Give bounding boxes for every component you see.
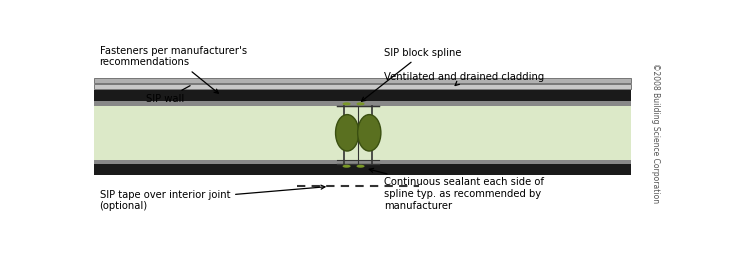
Bar <box>94 84 631 89</box>
Ellipse shape <box>356 165 364 168</box>
Bar <box>94 90 631 102</box>
Text: ©2008 Building Science Corporation: ©2008 Building Science Corporation <box>651 63 660 203</box>
Text: SIP tape over interior joint
(optional): SIP tape over interior joint (optional) <box>100 185 325 211</box>
Bar <box>94 160 631 164</box>
Bar <box>94 164 631 175</box>
Text: SIP wall: SIP wall <box>146 86 190 104</box>
Ellipse shape <box>343 165 351 168</box>
Text: Fasteners per manufacturer's
recommendations: Fasteners per manufacturer's recommendat… <box>100 46 247 93</box>
Text: SIP block spline: SIP block spline <box>362 48 462 101</box>
Bar <box>94 102 631 106</box>
Ellipse shape <box>343 102 351 105</box>
Ellipse shape <box>356 102 364 105</box>
Text: Ventilated and drained cladding: Ventilated and drained cladding <box>384 72 544 85</box>
Text: Continuous sealant each side of
spline typ. as recommended by
manufacturer: Continuous sealant each side of spline t… <box>369 168 544 211</box>
Ellipse shape <box>358 115 381 151</box>
Ellipse shape <box>335 115 358 151</box>
Bar <box>94 78 631 83</box>
Bar <box>94 106 631 160</box>
